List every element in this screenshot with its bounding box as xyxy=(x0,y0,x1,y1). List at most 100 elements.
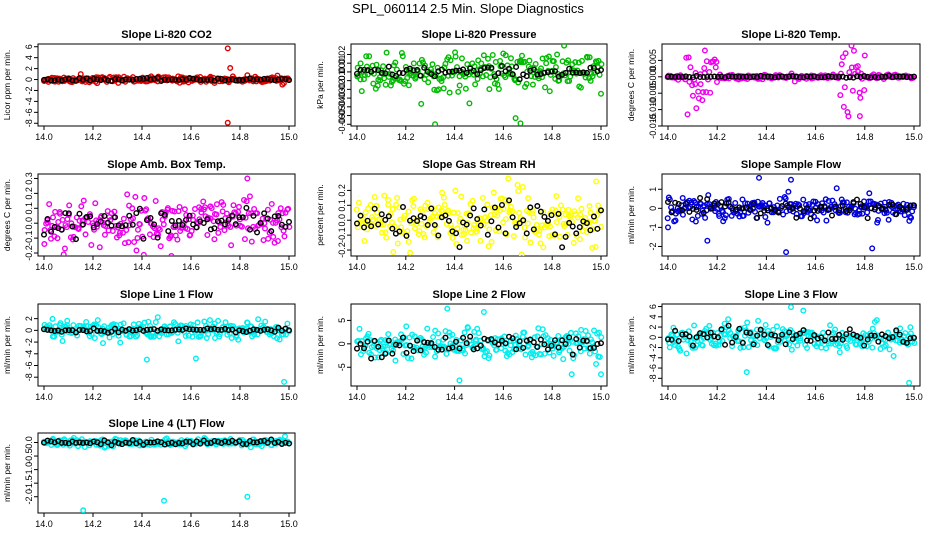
data-point xyxy=(585,345,592,352)
data-point xyxy=(206,317,213,324)
black-data-point xyxy=(530,66,537,73)
data-point xyxy=(466,100,473,107)
black-data-point xyxy=(668,209,675,216)
black-data-point xyxy=(481,64,488,71)
data-point xyxy=(93,223,100,230)
data-point xyxy=(485,55,492,62)
black-data-point xyxy=(154,74,161,81)
x-tick-label: 14.4 xyxy=(446,392,464,402)
black-data-point xyxy=(58,77,65,84)
data-point xyxy=(480,52,487,59)
black-data-point xyxy=(846,74,853,81)
black-data-point xyxy=(76,210,83,217)
data-point xyxy=(722,331,729,338)
data-point xyxy=(147,323,154,330)
black-data-point xyxy=(165,327,172,334)
data-point xyxy=(424,199,431,206)
data-point xyxy=(400,350,407,357)
data-point xyxy=(385,331,392,338)
black-data-point xyxy=(686,73,693,80)
data-point xyxy=(480,221,487,228)
black-data-point xyxy=(590,344,597,351)
data-point xyxy=(452,187,459,194)
data-point xyxy=(407,249,414,256)
black-data-point xyxy=(857,200,864,207)
x-tick-label: 14.8 xyxy=(543,392,561,402)
black-data-point xyxy=(729,339,736,346)
data-point xyxy=(361,72,368,79)
y-tick-label: 0.1 xyxy=(337,199,347,212)
black-data-point xyxy=(254,326,261,333)
data-point xyxy=(449,234,456,241)
black-data-point xyxy=(154,234,161,241)
black-data-point xyxy=(197,77,204,84)
data-point xyxy=(440,194,447,201)
black-data-point xyxy=(477,342,484,349)
data-point xyxy=(132,193,139,200)
black-data-point xyxy=(743,73,750,80)
black-data-point xyxy=(789,205,796,212)
black-data-point xyxy=(520,217,527,224)
black-data-point xyxy=(686,333,693,340)
data-point xyxy=(550,58,557,65)
black-data-point xyxy=(832,335,839,342)
points-group xyxy=(41,45,293,126)
black-data-point xyxy=(889,334,896,341)
black-data-point xyxy=(286,440,293,447)
data-point xyxy=(559,206,566,213)
y-axis-label: percent per min. xyxy=(315,184,325,245)
data-point xyxy=(729,343,736,350)
black-data-point xyxy=(911,202,918,209)
data-point xyxy=(123,227,130,234)
data-point xyxy=(454,210,461,217)
data-point xyxy=(410,203,417,210)
x-tick-label: 14.6 xyxy=(495,132,513,142)
data-point xyxy=(538,65,545,72)
black-data-point xyxy=(357,212,364,219)
black-data-point xyxy=(51,224,58,231)
y-axis-label: degrees C per min. xyxy=(626,49,636,121)
x-tick-label: 14.2 xyxy=(84,519,102,529)
black-data-point xyxy=(58,226,65,233)
data-point xyxy=(537,351,544,358)
black-data-point xyxy=(72,439,79,446)
black-data-point xyxy=(65,327,72,334)
data-point xyxy=(217,224,224,231)
chart-panel-7: Slope Line 1 Flow 14.0 14.2 14.4 14.6 14.8 15.… xyxy=(2,289,298,402)
black-data-point xyxy=(243,440,250,447)
black-data-point xyxy=(697,330,704,337)
data-point xyxy=(440,85,447,92)
black-data-point xyxy=(207,326,214,333)
data-point xyxy=(56,210,63,217)
black-data-point xyxy=(357,340,364,347)
black-data-point xyxy=(396,69,403,76)
black-data-point xyxy=(108,222,115,229)
data-point xyxy=(111,208,118,215)
black-data-point xyxy=(697,194,704,201)
black-data-point xyxy=(222,221,229,228)
outlier-point xyxy=(161,497,168,504)
black-data-point xyxy=(714,73,721,80)
y-tick-label: 0.005 xyxy=(648,49,658,72)
x-tick-label: 15.0 xyxy=(592,392,610,402)
black-data-point xyxy=(548,342,555,349)
black-data-point xyxy=(782,200,789,207)
black-data-point xyxy=(460,66,467,73)
data-point xyxy=(776,195,783,202)
data-point xyxy=(577,348,584,355)
data-point xyxy=(133,247,140,254)
data-point xyxy=(462,350,469,357)
data-point xyxy=(695,88,702,95)
black-data-point xyxy=(375,343,382,350)
data-point xyxy=(41,227,48,234)
x-tick-label: 14.0 xyxy=(35,519,53,529)
black-data-point xyxy=(714,334,721,341)
data-point xyxy=(737,344,744,351)
data-point xyxy=(80,197,87,204)
data-point xyxy=(455,88,462,95)
data-point xyxy=(677,347,684,354)
black-data-point xyxy=(275,76,282,83)
black-data-point xyxy=(382,70,389,77)
black-data-point xyxy=(750,73,757,80)
black-data-point xyxy=(576,69,583,76)
